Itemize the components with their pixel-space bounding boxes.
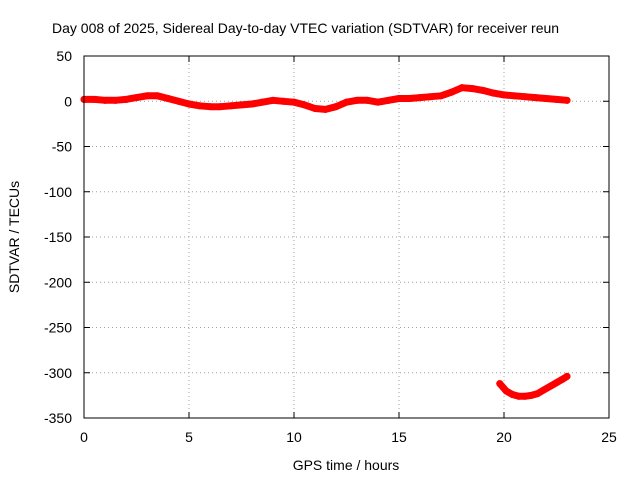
data-point xyxy=(133,94,140,102)
data-point xyxy=(490,89,497,97)
y-tick-label: -100 xyxy=(44,184,72,200)
y-tick-label: -200 xyxy=(44,274,72,290)
data-point xyxy=(353,96,361,104)
x-tick-label: 15 xyxy=(391,429,407,445)
data-point xyxy=(496,380,504,388)
x-tick-labels: 0 5 10 15 20 25 xyxy=(80,429,617,445)
data-point xyxy=(532,94,539,102)
data-point xyxy=(527,391,535,399)
data-series xyxy=(80,84,571,400)
data-point xyxy=(540,386,548,394)
data-point xyxy=(217,103,224,111)
data-point xyxy=(332,103,340,111)
data-point xyxy=(502,387,510,395)
data-point xyxy=(164,95,172,103)
data-point xyxy=(479,86,487,94)
chart-title: Day 008 of 2025, Sidereal Day-to-day VTE… xyxy=(52,20,559,36)
data-point xyxy=(500,91,508,99)
data-point xyxy=(196,102,203,110)
data-point xyxy=(143,92,151,100)
data-point xyxy=(185,100,193,108)
data-point xyxy=(91,95,98,103)
data-point xyxy=(290,98,298,106)
data-point xyxy=(448,88,455,96)
data-point xyxy=(406,95,413,103)
data-point xyxy=(542,95,550,103)
data-point xyxy=(521,93,529,101)
data-point xyxy=(227,102,235,110)
data-point xyxy=(280,97,287,105)
data-point xyxy=(248,100,256,108)
data-point xyxy=(553,95,560,103)
data-point xyxy=(175,97,182,105)
data-point xyxy=(427,93,434,101)
data-point xyxy=(311,104,319,112)
data-point xyxy=(553,379,560,387)
x-tick-label: 25 xyxy=(601,429,617,445)
data-point xyxy=(563,372,571,380)
y-tick-label: -300 xyxy=(44,365,72,381)
data-point xyxy=(122,95,130,103)
y-tick-label: -150 xyxy=(44,229,72,245)
y-tick-label: -50 xyxy=(52,139,72,155)
axis-ticks xyxy=(83,55,610,419)
data-point xyxy=(206,103,214,111)
data-point xyxy=(458,84,466,92)
data-point xyxy=(154,92,161,100)
data-point xyxy=(521,392,529,400)
y-tick-labels: 50 0 -50 -100 -150 -200 -250 -300 -350 xyxy=(44,48,72,426)
data-point xyxy=(101,96,109,104)
x-tick-label: 0 xyxy=(80,429,88,445)
data-point xyxy=(322,105,329,113)
x-tick-label: 20 xyxy=(496,429,512,445)
data-point xyxy=(259,98,266,106)
data-point xyxy=(238,101,245,109)
data-point xyxy=(301,101,308,109)
data-point xyxy=(534,390,542,398)
data-point xyxy=(395,95,403,103)
grid xyxy=(84,56,609,418)
y-tick-label: 50 xyxy=(56,48,72,64)
data-point xyxy=(385,96,392,104)
x-tick-label: 5 xyxy=(185,429,193,445)
data-point xyxy=(343,98,350,106)
y-tick-label: -350 xyxy=(44,410,72,426)
y-axis-title: SDTVAR / TECUs xyxy=(6,181,22,293)
data-point xyxy=(437,92,445,100)
data-point xyxy=(469,85,476,93)
data-point xyxy=(269,96,277,104)
data-point xyxy=(416,94,424,102)
x-axis-title: GPS time / hours xyxy=(293,457,400,473)
y-tick-label: -250 xyxy=(44,320,72,336)
data-point xyxy=(508,390,516,398)
data-point xyxy=(515,392,523,400)
y-tick-label: 0 xyxy=(64,93,72,109)
data-point xyxy=(511,92,518,100)
data-point xyxy=(563,96,571,104)
data-point xyxy=(112,96,119,104)
data-point xyxy=(364,96,371,104)
data-point xyxy=(546,382,554,390)
x-tick-label: 10 xyxy=(286,429,302,445)
data-point xyxy=(374,98,382,106)
plot-frame xyxy=(83,55,610,419)
